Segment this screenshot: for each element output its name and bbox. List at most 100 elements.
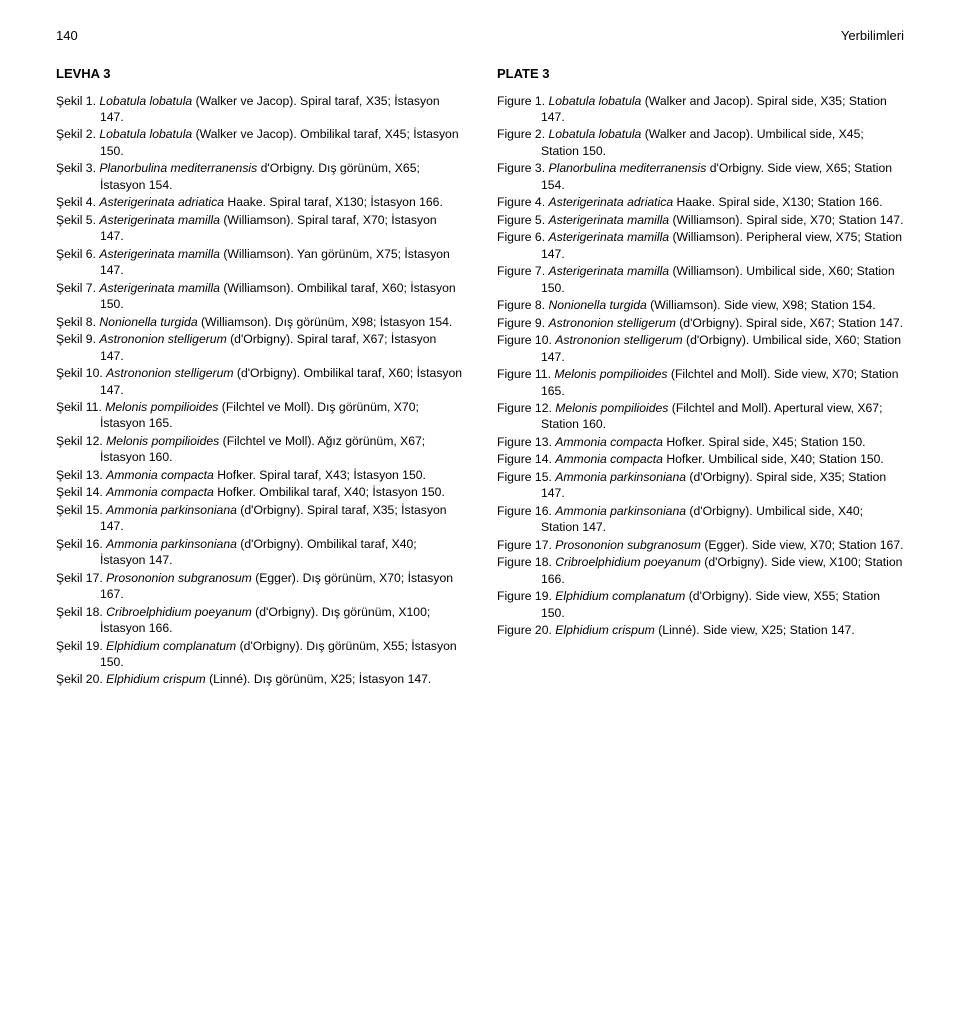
right-entry-species: Asterigerinata mamilla bbox=[549, 264, 670, 278]
left-entry-label: Şekil 16. bbox=[56, 537, 103, 551]
left-entry-species: Prosononion subgranosum bbox=[106, 571, 252, 585]
left-entry-species: Nonionella turgida bbox=[99, 315, 197, 329]
left-entry: Şekil 10. Astrononion stelligerum (d'Orb… bbox=[56, 365, 463, 398]
right-entry: Figure 12. Melonis pompilioides (Filchte… bbox=[497, 400, 904, 433]
right-entry: Figure 11. Melonis pompilioides (Filchte… bbox=[497, 366, 904, 399]
right-entry: Figure 14. Ammonia compacta Hofker. Umbi… bbox=[497, 451, 904, 467]
right-entry-label: Figure 18. bbox=[497, 555, 552, 569]
right-column: PLATE 3 Figure 1. Lobatula lobatula (Wal… bbox=[497, 65, 904, 689]
left-entry: Şekil 15. Ammonia parkinsoniana (d'Orbig… bbox=[56, 502, 463, 535]
right-entry-label: Figure 1. bbox=[497, 94, 545, 108]
right-entry-species: Lobatula lobatula bbox=[549, 127, 642, 141]
right-entry-label: Figure 11. bbox=[497, 367, 551, 381]
right-entry: Figure 3. Planorbulina mediterranensis d… bbox=[497, 160, 904, 193]
left-entry-after: Haake. Spiral taraf, X130; İstasyon 166. bbox=[224, 195, 443, 209]
right-entry-species: Ammonia compacta bbox=[555, 435, 663, 449]
right-entry-label: Figure 20. bbox=[497, 623, 552, 637]
right-entry-species: Ammonia compacta bbox=[555, 452, 663, 466]
left-entry: Şekil 6. Asterigerinata mamilla (William… bbox=[56, 246, 463, 279]
left-entry: Şekil 11. Melonis pompilioides (Filchtel… bbox=[56, 399, 463, 432]
left-entry-label: Şekil 3. bbox=[56, 161, 96, 175]
right-entry: Figure 17. Prosononion subgranosum (Egge… bbox=[497, 537, 904, 553]
right-entry-label: Figure 3. bbox=[497, 161, 545, 175]
left-entry-label: Şekil 1. bbox=[56, 94, 96, 108]
right-entry-species: Nonionella turgida bbox=[549, 298, 647, 312]
left-entry-after: Hofker. Ombilikal taraf, X40; İstasyon 1… bbox=[214, 485, 445, 499]
left-entry-label: Şekil 7. bbox=[56, 281, 96, 295]
left-entry-label: Şekil 18. bbox=[56, 605, 103, 619]
right-entry-species: Asterigerinata adriatica bbox=[549, 195, 674, 209]
left-entry: Şekil 9. Astrononion stelligerum (d'Orbi… bbox=[56, 331, 463, 364]
right-entry-label: Figure 12. bbox=[497, 401, 552, 415]
right-entry-label: Figure 10. bbox=[497, 333, 552, 347]
left-entry: Şekil 2. Lobatula lobatula (Walker ve Ja… bbox=[56, 126, 463, 159]
left-entry-label: Şekil 14. bbox=[56, 485, 103, 499]
left-entry: Şekil 1. Lobatula lobatula (Walker ve Ja… bbox=[56, 93, 463, 126]
right-entry: Figure 5. Asterigerinata mamilla (Willia… bbox=[497, 212, 904, 228]
right-entry-species: Prosononion subgranosum bbox=[555, 538, 701, 552]
right-entry-species: Asterigerinata mamilla bbox=[549, 213, 670, 227]
right-entry: Figure 16. Ammonia parkinsoniana (d'Orbi… bbox=[497, 503, 904, 536]
left-entry-species: Asterigerinata adriatica bbox=[99, 195, 224, 209]
right-entry: Figure 1. Lobatula lobatula (Walker and … bbox=[497, 93, 904, 126]
left-entry-label: Şekil 17. bbox=[56, 571, 103, 585]
page-header: 140 Yerbilimleri bbox=[56, 28, 904, 43]
left-entry: Şekil 12. Melonis pompilioides (Filchtel… bbox=[56, 433, 463, 466]
left-entry-species: Astrononion stelligerum bbox=[106, 366, 233, 380]
left-entry-species: Elphidium complanatum bbox=[106, 639, 236, 653]
left-entry-species: Asterigerinata mamilla bbox=[99, 247, 220, 261]
left-entry-label: Şekil 6. bbox=[56, 247, 96, 261]
right-entry-label: Figure 2. bbox=[497, 127, 545, 141]
left-entry-label: Şekil 15. bbox=[56, 503, 103, 517]
right-entry-label: Figure 8. bbox=[497, 298, 545, 312]
left-entry-after: Hofker. Spiral taraf, X43; İstasyon 150. bbox=[214, 468, 426, 482]
left-entry: Şekil 4. Asterigerinata adriatica Haake.… bbox=[56, 194, 463, 210]
right-entry-label: Figure 16. bbox=[497, 504, 552, 518]
right-entry: Figure 19. Elphidium complanatum (d'Orbi… bbox=[497, 588, 904, 621]
left-entry-species: Ammonia compacta bbox=[106, 468, 214, 482]
left-entry-label: Şekil 20. bbox=[56, 672, 103, 686]
right-entry-label: Figure 4. bbox=[497, 195, 545, 209]
right-entry: Figure 8. Nonionella turgida (Williamson… bbox=[497, 297, 904, 313]
right-entry: Figure 9. Astrononion stelligerum (d'Orb… bbox=[497, 315, 904, 331]
right-entry-species: Lobatula lobatula bbox=[549, 94, 642, 108]
left-entry-label: Şekil 11. bbox=[56, 400, 102, 414]
right-entry-species: Elphidium complanatum bbox=[555, 589, 685, 603]
right-entry-label: Figure 19. bbox=[497, 589, 552, 603]
left-entry-species: Cribroelphidium poeyanum bbox=[106, 605, 252, 619]
right-entry-species: Ammonia parkinsoniana bbox=[555, 470, 686, 484]
left-entry: Şekil 16. Ammonia parkinsoniana (d'Orbig… bbox=[56, 536, 463, 569]
left-entry-label: Şekil 2. bbox=[56, 127, 96, 141]
left-entry-label: Şekil 4. bbox=[56, 195, 96, 209]
right-entry-species: Elphidium crispum bbox=[555, 623, 655, 637]
left-entry-after: (Linné). Dış görünüm, X25; İstasyon 147. bbox=[206, 672, 432, 686]
right-entry-label: Figure 7. bbox=[497, 264, 545, 278]
left-entry-label: Şekil 8. bbox=[56, 315, 96, 329]
right-entry-species: Cribroelphidium poeyanum bbox=[555, 555, 701, 569]
right-entry-after: Hofker. Umbilical side, X40; Station 150… bbox=[663, 452, 884, 466]
left-entry: Şekil 7. Asterigerinata mamilla (William… bbox=[56, 280, 463, 313]
right-entry-species: Asterigerinata mamilla bbox=[549, 230, 670, 244]
right-entry-label: Figure 5. bbox=[497, 213, 545, 227]
right-entry-species: Melonis pompilioides bbox=[555, 401, 668, 415]
right-entry-label: Figure 15. bbox=[497, 470, 552, 484]
right-entry: Figure 6. Asterigerinata mamilla (Willia… bbox=[497, 229, 904, 262]
right-entry-label: Figure 9. bbox=[497, 316, 545, 330]
left-entry-label: Şekil 13. bbox=[56, 468, 103, 482]
right-entry-label: Figure 13. bbox=[497, 435, 552, 449]
right-entry-after: (Linné). Side view, X25; Station 147. bbox=[655, 623, 855, 637]
columns: LEVHA 3 Şekil 1. Lobatula lobatula (Walk… bbox=[56, 65, 904, 689]
right-entry-after: Hofker. Spiral side, X45; Station 150. bbox=[663, 435, 866, 449]
right-entry-after: (Williamson). Side view, X98; Station 15… bbox=[647, 298, 876, 312]
left-entry-label: Şekil 19. bbox=[56, 639, 103, 653]
left-entry-label: Şekil 10. bbox=[56, 366, 103, 380]
left-entry-species: Elphidium crispum bbox=[106, 672, 206, 686]
right-entry-after: Haake. Spiral side, X130; Station 166. bbox=[673, 195, 882, 209]
right-entry: Figure 20. Elphidium crispum (Linné). Si… bbox=[497, 622, 904, 638]
right-entry: Figure 4. Asterigerinata adriatica Haake… bbox=[497, 194, 904, 210]
right-entry: Figure 2. Lobatula lobatula (Walker and … bbox=[497, 126, 904, 159]
right-entry-after: (Egger). Side view, X70; Station 167. bbox=[701, 538, 904, 552]
journal-name: Yerbilimleri bbox=[841, 28, 904, 43]
left-entry-species: Lobatula lobatula bbox=[99, 127, 192, 141]
left-entry-after: (Williamson). Dış görünüm, X98; İstasyon… bbox=[198, 315, 453, 329]
